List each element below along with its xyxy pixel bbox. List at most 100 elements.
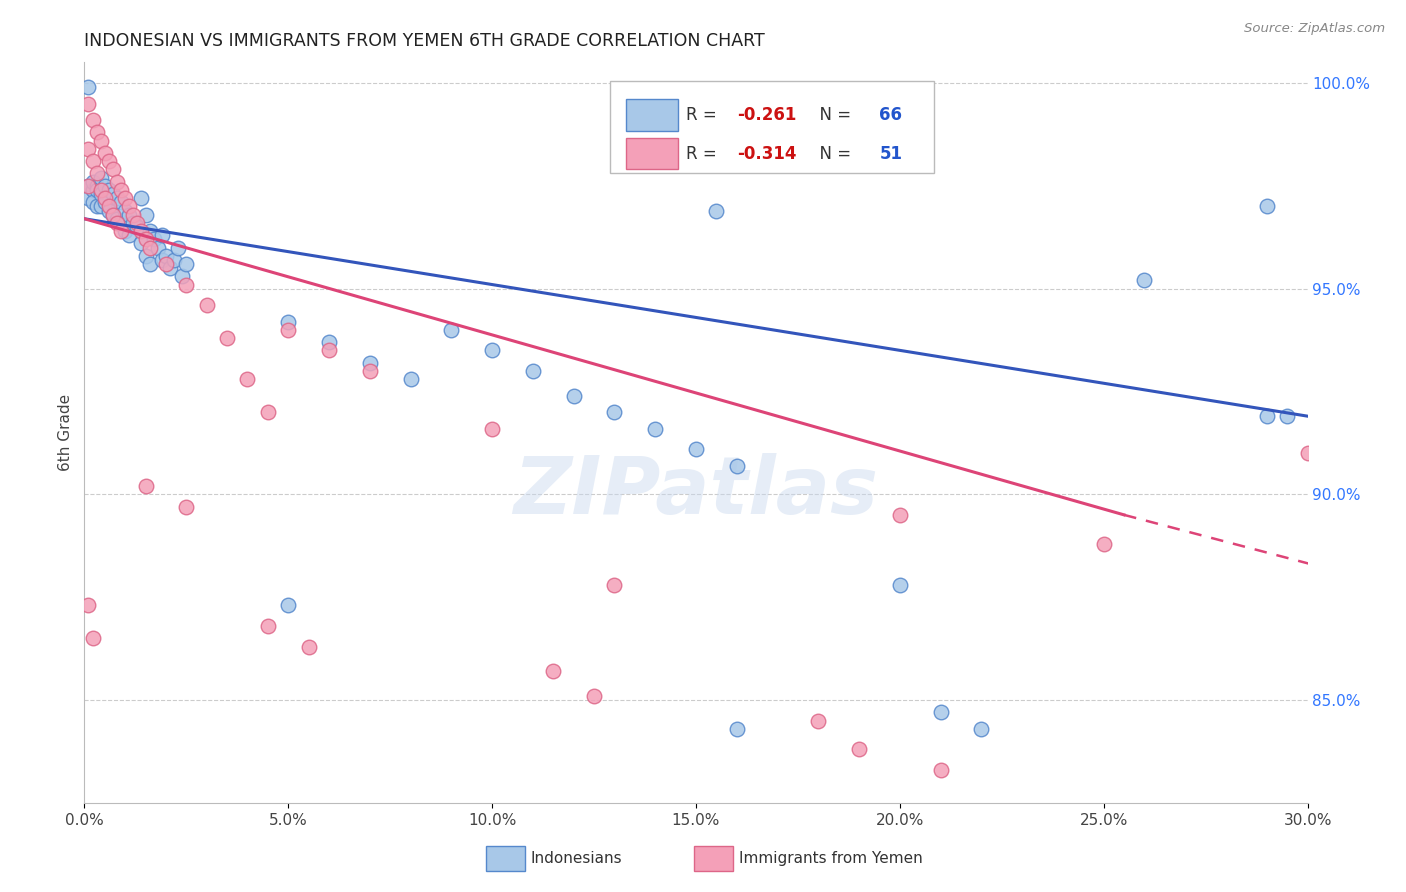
Point [174, 257, 197, 271]
Text: N =: N = [808, 106, 856, 124]
Text: 66: 66 [880, 106, 903, 124]
Point [114, 203, 136, 218]
Point [97, 203, 120, 218]
Point [82, 183, 104, 197]
Point [97, 154, 120, 169]
Point [105, 216, 128, 230]
Text: N =: N = [808, 145, 856, 162]
Point [359, 356, 381, 370]
Point [135, 208, 157, 222]
Point [77, 96, 100, 111]
Point [93, 195, 115, 210]
Point [127, 216, 149, 230]
Point [685, 442, 707, 456]
Point [277, 599, 299, 613]
FancyBboxPatch shape [626, 138, 678, 169]
Text: -0.314: -0.314 [738, 145, 797, 162]
Point [318, 343, 340, 358]
Point [82, 175, 104, 189]
Point [97, 183, 120, 197]
Point [131, 236, 153, 251]
Point [1256, 199, 1278, 213]
Point [970, 722, 993, 736]
Point [101, 187, 124, 202]
Point [77, 191, 100, 205]
Point [725, 722, 748, 736]
Point [86, 183, 108, 197]
Point [118, 208, 141, 222]
Point [146, 241, 169, 255]
Point [150, 252, 173, 267]
Point [1133, 273, 1156, 287]
Point [90, 134, 112, 148]
Point [135, 249, 157, 263]
Point [82, 632, 104, 646]
Point [543, 664, 565, 678]
Point [77, 80, 100, 95]
Point [101, 208, 124, 222]
Point [706, 203, 728, 218]
Point [142, 232, 165, 246]
FancyBboxPatch shape [610, 81, 935, 173]
Point [110, 224, 132, 238]
Point [150, 228, 173, 243]
Point [105, 191, 128, 205]
Point [138, 224, 160, 238]
Point [77, 599, 100, 613]
Point [1296, 446, 1319, 460]
Point [82, 154, 104, 169]
Point [174, 500, 197, 514]
Point [110, 216, 132, 230]
Point [481, 421, 503, 435]
Point [929, 706, 952, 720]
Point [481, 343, 503, 358]
Point [522, 364, 544, 378]
Point [138, 257, 160, 271]
Text: INDONESIAN VS IMMIGRANTS FROM YEMEN 6TH GRADE CORRELATION CHART: INDONESIAN VS IMMIGRANTS FROM YEMEN 6TH … [84, 32, 765, 50]
Point [217, 331, 239, 345]
Point [155, 249, 177, 263]
Point [583, 689, 606, 703]
Point [93, 191, 115, 205]
Point [90, 183, 112, 197]
Point [603, 405, 626, 419]
Point [167, 241, 190, 255]
Point [298, 640, 321, 654]
Text: R =: R = [686, 145, 723, 162]
Point [97, 199, 120, 213]
Point [359, 364, 381, 378]
Text: 51: 51 [880, 145, 903, 162]
Text: R =: R = [686, 106, 723, 124]
Point [644, 421, 666, 435]
FancyBboxPatch shape [693, 846, 733, 871]
Point [257, 405, 280, 419]
Point [118, 228, 141, 243]
Point [77, 178, 100, 193]
Point [90, 199, 112, 213]
Point [318, 335, 340, 350]
Point [1092, 536, 1115, 550]
Point [135, 232, 157, 246]
Point [807, 714, 830, 728]
Point [163, 252, 186, 267]
Point [105, 211, 128, 226]
Point [82, 195, 104, 210]
Point [86, 178, 108, 193]
Point [174, 277, 197, 292]
Text: ZIPatlas: ZIPatlas [513, 453, 879, 531]
Point [86, 167, 108, 181]
Y-axis label: 6th Grade: 6th Grade [58, 394, 73, 471]
Point [77, 178, 100, 193]
Point [1277, 409, 1299, 424]
Point [77, 142, 100, 156]
Point [138, 241, 160, 255]
Text: Source: ZipAtlas.com: Source: ZipAtlas.com [1244, 22, 1385, 36]
Point [101, 208, 124, 222]
Point [889, 578, 911, 592]
Point [172, 269, 194, 284]
Point [118, 199, 141, 213]
Point [105, 175, 128, 189]
Text: Indonesians: Indonesians [531, 851, 623, 866]
Point [603, 578, 626, 592]
Point [725, 458, 748, 473]
